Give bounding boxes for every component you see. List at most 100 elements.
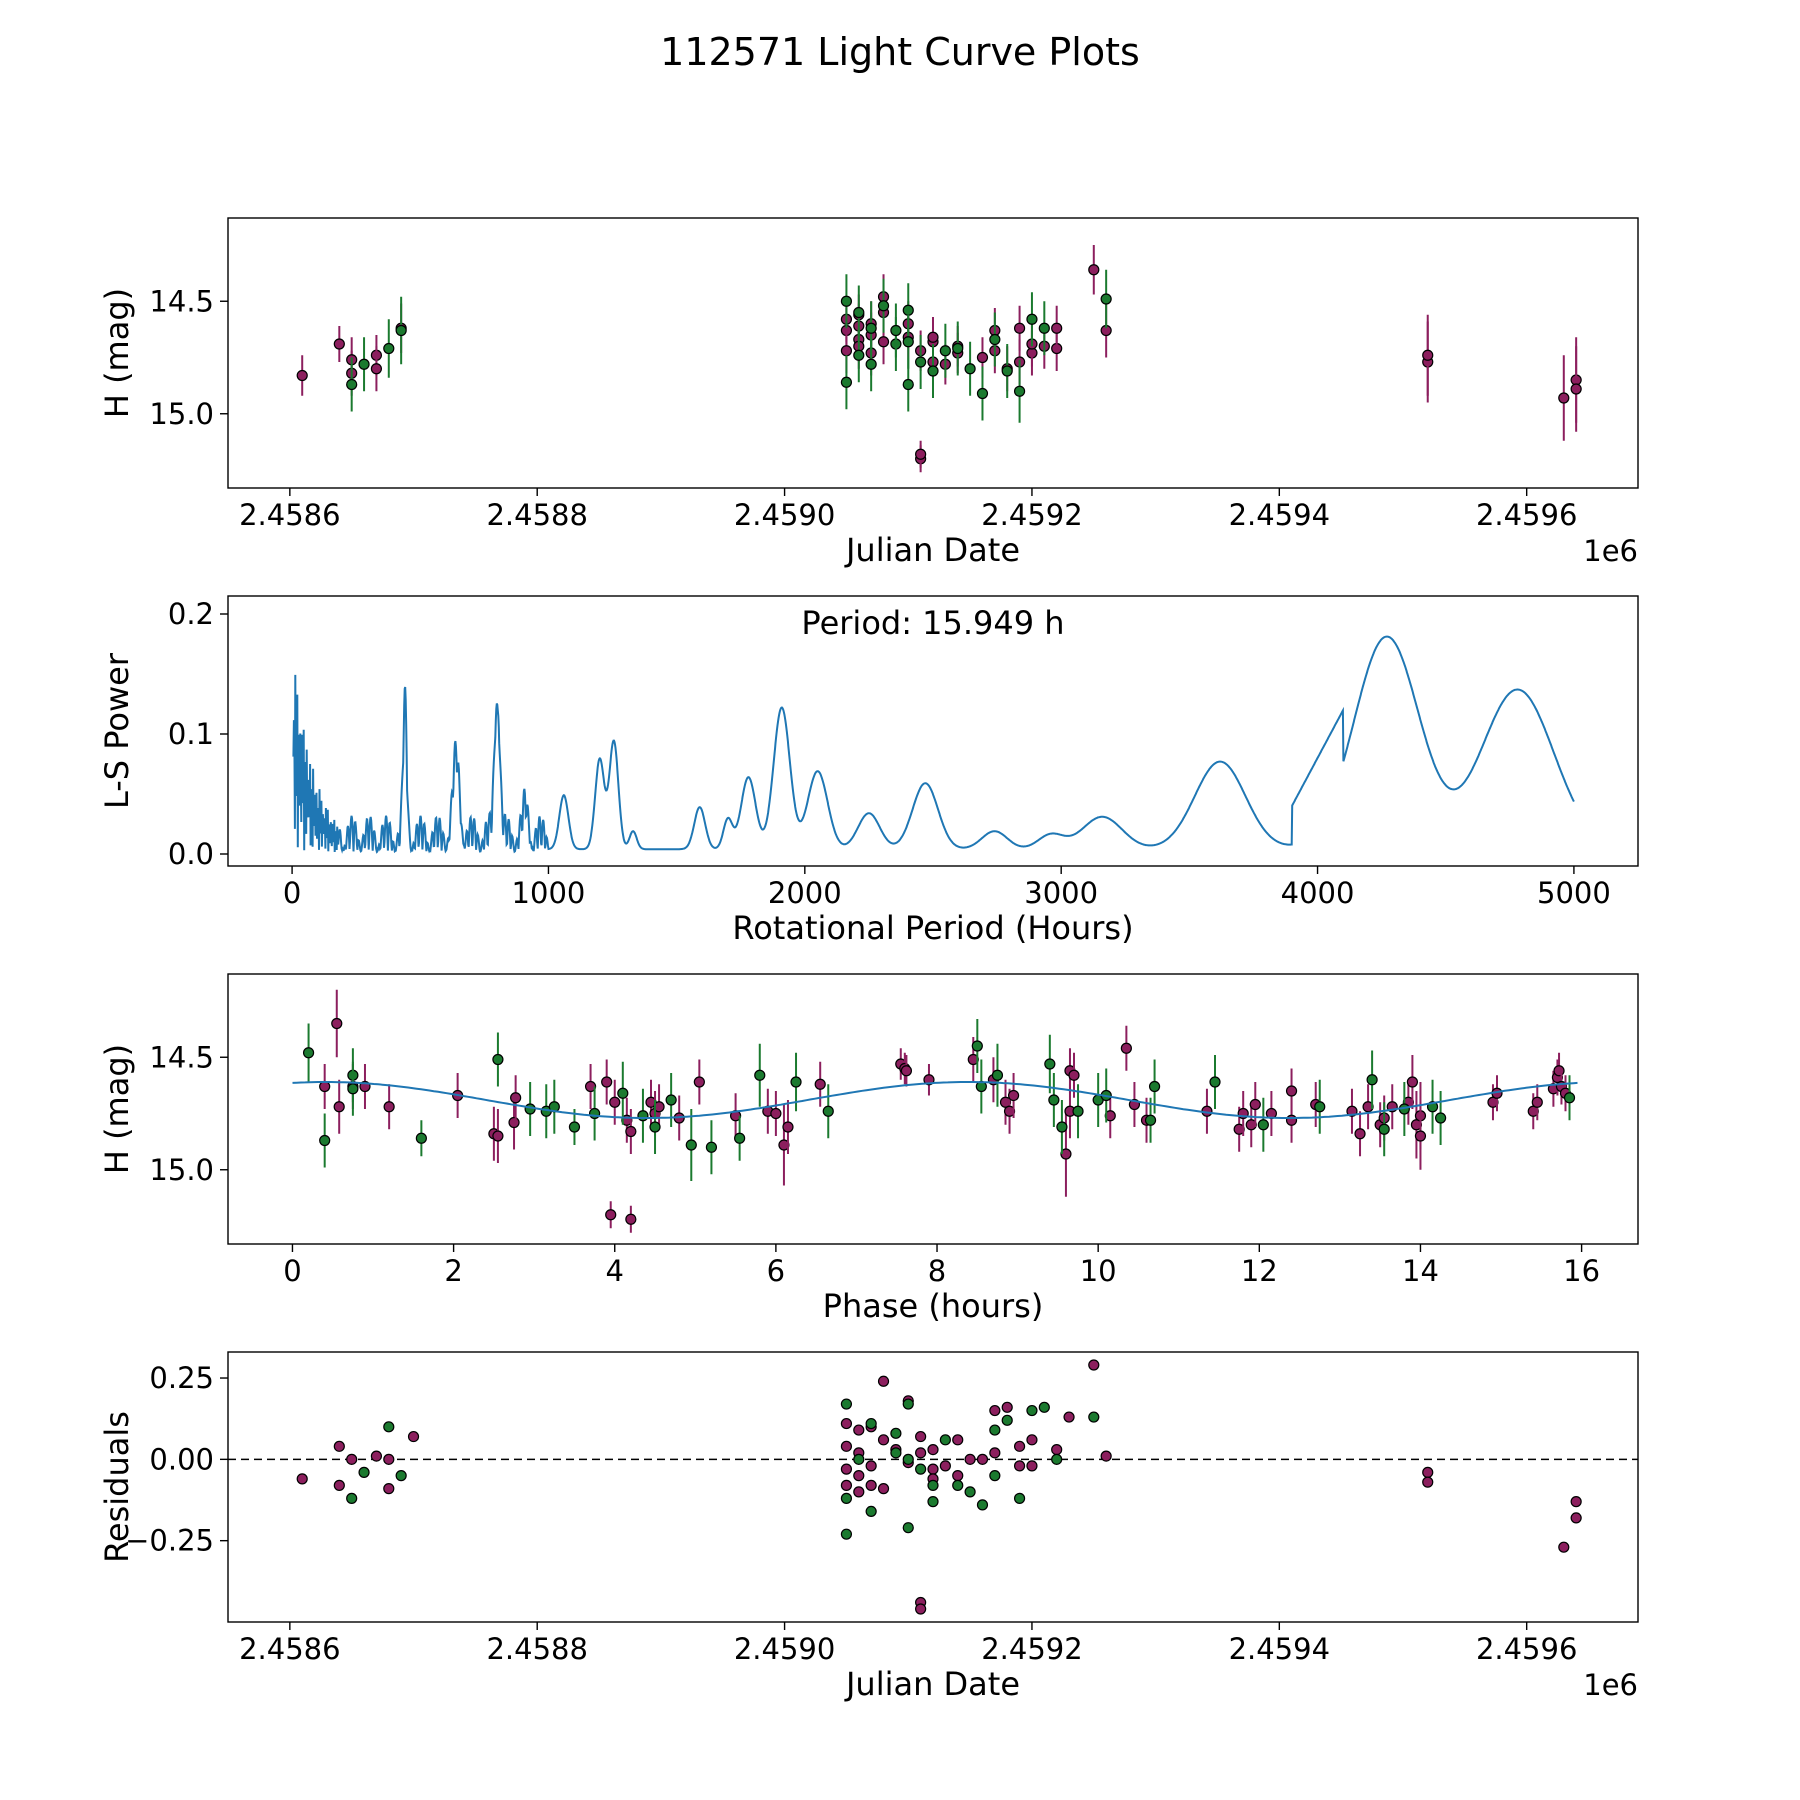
data-point: [991, 1069, 1004, 1081]
x-tick-label: 2.4596: [1476, 1632, 1577, 1666]
data-point: [902, 1453, 914, 1465]
data-point: [952, 342, 964, 355]
data-point: [890, 324, 902, 337]
data-point: [625, 1125, 637, 1138]
data-point: [853, 306, 865, 319]
data-point: [693, 1076, 705, 1088]
data-point: [383, 1453, 395, 1465]
data-point: [865, 1505, 877, 1517]
x-tick-label: 2.4594: [1229, 498, 1330, 532]
data-point: [1026, 1460, 1038, 1472]
data-point: [346, 1492, 358, 1504]
data-point: [1051, 1443, 1063, 1456]
data-point: [605, 1209, 617, 1221]
data-point: [358, 358, 370, 370]
x-tick-label: 3000: [1024, 876, 1098, 910]
data-point: [1013, 385, 1026, 397]
data-point: [1026, 1434, 1038, 1446]
data-point: [853, 349, 865, 361]
data-point: [902, 336, 914, 348]
data-point: [568, 1121, 581, 1133]
data-point: [915, 356, 927, 368]
data-point: [865, 358, 877, 370]
data-point: [902, 1398, 914, 1410]
data-point: [625, 1213, 637, 1225]
data-point: [840, 345, 853, 357]
data-point: [840, 1417, 853, 1430]
data-point: [1414, 1130, 1427, 1142]
data-point: [890, 1447, 902, 1459]
plot-area: [292, 635, 1575, 855]
data-point: [333, 338, 345, 350]
data-point: [510, 1092, 522, 1104]
data-point: [964, 1453, 976, 1465]
y-tick-label: 14.5: [149, 1040, 214, 1074]
data-point: [296, 369, 308, 382]
x-tick-label: 16: [1563, 1254, 1600, 1288]
data-point: [1553, 1065, 1565, 1077]
data-point: [1056, 1121, 1068, 1133]
data-point: [1406, 1076, 1419, 1088]
data-point: [1366, 1074, 1378, 1086]
data-point: [1354, 1128, 1366, 1140]
data-point: [492, 1130, 504, 1142]
data-point: [407, 1430, 420, 1443]
data-point: [840, 295, 853, 307]
data-point: [1001, 1401, 1013, 1413]
data-point: [617, 1087, 629, 1099]
data-point: [989, 1447, 1001, 1459]
data-point: [1007, 1089, 1020, 1102]
data-point: [333, 1440, 345, 1452]
data-point: [705, 1141, 718, 1153]
data-point: [1026, 313, 1038, 325]
data-point: [734, 1132, 746, 1144]
data-point: [927, 1463, 939, 1475]
y-tick-label: −0.25: [125, 1524, 214, 1558]
data-point: [649, 1121, 661, 1133]
data-point: [976, 1499, 989, 1511]
y-axis-label: Residuals: [98, 1411, 136, 1563]
data-point: [1558, 1541, 1570, 1553]
data-point: [890, 1427, 902, 1439]
x-tick-label: 2.4596: [1476, 498, 1577, 532]
chart-area: 2.4586 2.4588 2.4590 2.4592 2.4594 2.4596 14.5…: [98, 217, 1639, 1703]
x-tick-label: 0: [283, 876, 301, 910]
y-tick-label: 0.1: [168, 717, 214, 751]
data-point: [370, 1450, 383, 1462]
data-point: [902, 378, 914, 391]
y-axis-label: L-S Power: [98, 652, 136, 809]
data-point: [1422, 1476, 1434, 1488]
data-point: [840, 1479, 853, 1491]
data-point: [1144, 1114, 1157, 1126]
data-point: [989, 1424, 1001, 1436]
data-point: [939, 345, 951, 357]
x-tick-label: 2.4594: [1229, 1632, 1330, 1666]
data-point: [877, 1483, 890, 1495]
data-point: [770, 1107, 782, 1120]
data-point: [952, 1434, 964, 1446]
x-axis-label: Julian Date: [844, 531, 1020, 569]
data-point: [840, 1463, 853, 1475]
data-point: [865, 322, 877, 334]
data-point: [1422, 349, 1434, 361]
series-magenta: [296, 1359, 1582, 1615]
panel-frame: [227, 217, 1639, 489]
x-axis-label: Rotational Period (Hours): [732, 909, 1133, 947]
data-point: [346, 378, 358, 391]
data-point: [840, 376, 853, 388]
x-tick-label: 2.4592: [981, 498, 1082, 532]
data-point: [1051, 1453, 1063, 1465]
y-tick-label: 15.0: [149, 397, 214, 431]
data-point: [927, 1479, 939, 1491]
data-point: [347, 1083, 359, 1095]
x-axis-label: Julian Date: [844, 1665, 1020, 1703]
data-point: [333, 1101, 345, 1113]
data-point: [1013, 322, 1026, 334]
data-point: [415, 1132, 427, 1144]
data-point: [964, 363, 976, 375]
data-point: [492, 1053, 504, 1066]
x-tick-label: 6: [767, 1254, 785, 1288]
plot-area: [228, 1359, 1638, 1615]
y-tick-label: 0.25: [149, 1361, 214, 1395]
data-point: [1570, 1496, 1582, 1508]
